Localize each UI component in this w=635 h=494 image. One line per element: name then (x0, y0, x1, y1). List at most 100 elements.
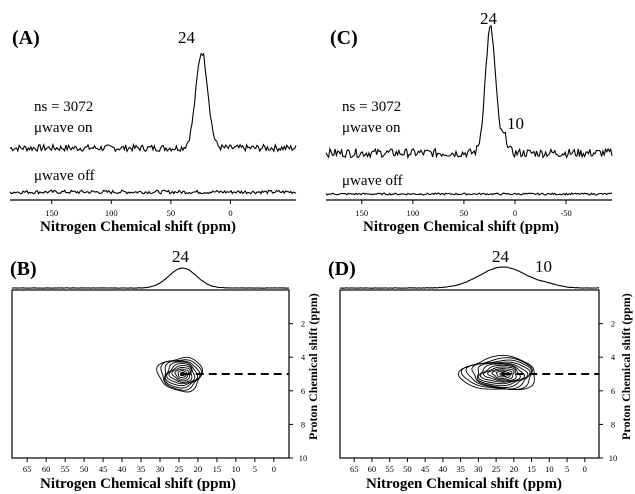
contour-line (476, 362, 529, 387)
panel-b-x-title: Nitrogen Chemical shift (ppm) (40, 476, 236, 492)
y-tick-label: 8 (611, 419, 615, 429)
panel-d-label: (D) (328, 258, 356, 280)
y-tick-label: 4 (301, 352, 306, 362)
panel-c: (C) 24 10 ns = 3072 μwave on μwave off 1… (325, 9, 613, 235)
panel-c-x-ticks: 150 100 50 0 -50 (355, 200, 572, 218)
x-tick-label: 0 (272, 464, 276, 474)
panel-d-y-title: Proton Chemical shift (ppm) (619, 293, 633, 440)
contour-line (174, 368, 190, 380)
panel-d-peak-label: 24 (492, 247, 510, 266)
x-tick-label: 30 (156, 464, 165, 474)
panel-d-contours (457, 354, 535, 391)
x-tick-label: 50 (80, 464, 89, 474)
panel-c-x-title: Nitrogen Chemical shift (ppm) (363, 219, 559, 235)
panel-b-plot-frame (11, 289, 290, 459)
panel-c-wave-off: μwave off (342, 173, 403, 189)
x-tick-label: 50 (167, 208, 176, 218)
contour-line (177, 370, 188, 378)
panel-a-wave-off: μwave off (34, 168, 95, 184)
x-tick-label: 35 (456, 464, 465, 474)
panel-d-peak2-label: 10 (535, 257, 552, 276)
contour-line (457, 354, 535, 391)
y-tick-label: 2 (301, 319, 305, 329)
x-tick-label: 0 (228, 208, 232, 218)
x-tick-label: 15 (213, 464, 222, 474)
panel-d-projection (339, 266, 599, 289)
panel-a-wave-on: μwave on (34, 120, 93, 136)
panel-a-ns-text: ns = 3072 (34, 99, 93, 115)
contour-line (171, 367, 191, 382)
panel-b-y-ticks: 2 4 6 8 10 (289, 319, 307, 463)
panel-d: (D) 24 10 65 60 55 50 45 40 35 30 25 20 15 10 5 0 246… (328, 247, 633, 492)
x-tick-label: 40 (118, 464, 127, 474)
panel-c-spectrum-on (325, 24, 613, 160)
x-tick-label: 5 (253, 464, 257, 474)
panel-b-y-title: Proton Chemical shift (ppm) (306, 293, 320, 440)
contour-line (166, 363, 196, 385)
y-tick-label: 10 (609, 453, 618, 463)
panel-b-x-ticks: 65 60 55 50 45 40 35 30 25 20 15 10 5 0 (23, 458, 276, 474)
x-tick-label: 150 (45, 208, 58, 218)
contour-line (160, 359, 203, 391)
x-tick-label: 150 (355, 208, 368, 218)
panel-a-x-title: Nitrogen Chemical shift (ppm) (40, 219, 236, 235)
x-tick-label: 65 (23, 464, 32, 474)
x-tick-label: 5 (565, 464, 569, 474)
x-tick-label: 35 (137, 464, 146, 474)
y-tick-label: 8 (301, 419, 305, 429)
contour-line (487, 368, 515, 381)
y-tick-label: 4 (611, 352, 616, 362)
panel-a-spectrum-on (9, 52, 297, 153)
panel-a: (A) 24 ns = 3072 μwave on μwave off 150 1… (9, 27, 297, 235)
contour-line (465, 359, 533, 390)
contour-line (156, 356, 204, 393)
panel-c-ns-text: ns = 3072 (342, 99, 401, 115)
contour-line (460, 357, 533, 391)
x-tick-label: 50 (460, 208, 469, 218)
contour-line (483, 366, 517, 382)
x-tick-label: 60 (368, 464, 377, 474)
x-tick-label: 55 (61, 464, 70, 474)
x-tick-label: 20 (510, 464, 519, 474)
x-tick-label: 0 (583, 464, 587, 474)
x-tick-label: 100 (406, 208, 419, 218)
panel-b-peak-label: 24 (172, 247, 190, 266)
panel-c-spectrum-off (325, 192, 612, 196)
panel-b-label: (B) (10, 258, 37, 280)
x-tick-label: 40 (439, 464, 448, 474)
panel-c-peak2-label: 10 (507, 114, 524, 133)
panel-a-label: (A) (12, 27, 40, 49)
panel-c-peak-label: 24 (480, 9, 498, 28)
x-tick-label: 15 (527, 464, 536, 474)
contour-line (168, 365, 193, 383)
y-tick-label: 6 (301, 386, 305, 396)
x-tick-label: 10 (232, 464, 241, 474)
panel-b-projection (11, 267, 290, 289)
panel-a-peak-label: 24 (178, 28, 196, 47)
y-tick-label: 2 (611, 319, 615, 329)
panel-a-x-ticks: 150 100 50 0 (45, 200, 233, 218)
panel-b-contours (156, 356, 204, 393)
x-tick-label: 0 (513, 208, 517, 218)
x-tick-label: -50 (560, 208, 571, 218)
x-tick-label: 25 (175, 464, 184, 474)
panel-c-label: (C) (330, 27, 358, 49)
x-tick-label: 20 (194, 464, 203, 474)
panel-d-x-ticks: 65 60 55 50 45 40 35 30 25 20 15 10 5 0 (350, 458, 587, 474)
x-tick-label: 45 (421, 464, 430, 474)
x-tick-label: 65 (350, 464, 359, 474)
contour-line (491, 369, 513, 379)
contour-line (164, 361, 199, 387)
panel-a-spectrum-off (9, 189, 297, 195)
x-tick-label: 10 (545, 464, 554, 474)
panel-c-wave-on: μwave on (342, 120, 401, 136)
contour-line (477, 363, 525, 385)
contour-line (471, 361, 531, 388)
x-tick-label: 100 (105, 208, 118, 218)
contour-line (479, 364, 521, 383)
panel-d-x-title: Nitrogen Chemical shift (ppm) (366, 476, 562, 492)
y-tick-label: 6 (611, 386, 615, 396)
x-tick-label: 30 (474, 464, 483, 474)
contour-line (495, 370, 510, 378)
